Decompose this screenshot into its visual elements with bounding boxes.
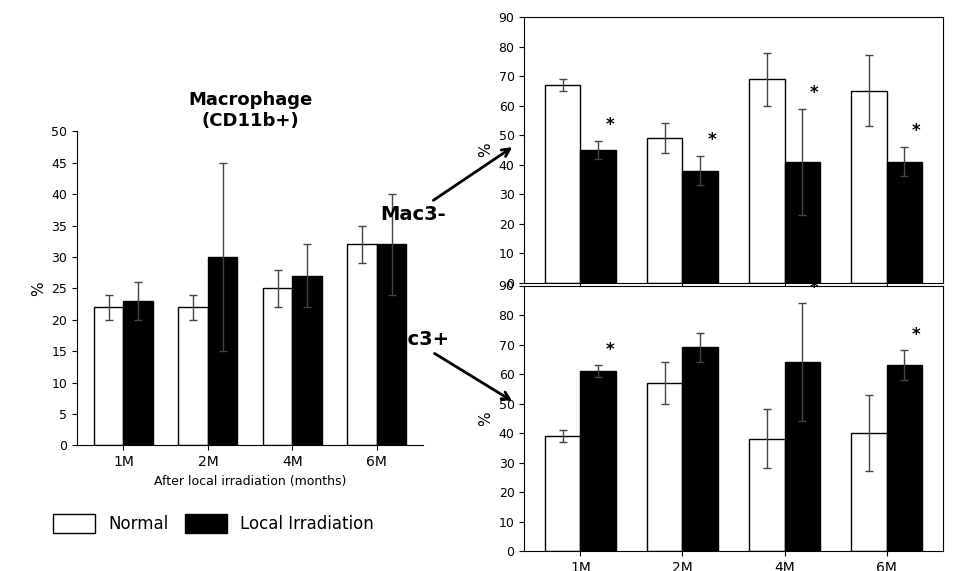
Bar — [579, 371, 615, 551]
Bar — [292, 276, 322, 445]
Text: *: * — [706, 131, 715, 149]
Bar — [94, 307, 123, 445]
Bar — [850, 91, 886, 283]
Bar — [208, 257, 237, 445]
Text: *: * — [911, 122, 920, 140]
Bar — [646, 138, 681, 283]
Bar — [886, 162, 922, 283]
Bar — [579, 150, 615, 283]
Y-axis label: %: % — [478, 411, 492, 425]
Text: Mac3-: Mac3- — [380, 149, 509, 224]
Text: *: * — [604, 116, 613, 134]
Bar — [784, 362, 820, 551]
Bar — [544, 436, 579, 551]
Text: *: * — [809, 279, 818, 296]
Bar — [681, 171, 718, 283]
Bar — [544, 85, 579, 283]
Text: *: * — [809, 84, 818, 102]
Bar — [886, 365, 922, 551]
Bar — [748, 439, 784, 551]
Bar — [347, 244, 377, 445]
Text: *: * — [604, 340, 613, 359]
Bar — [784, 162, 820, 283]
Title: Macrophage
(CD11b+): Macrophage (CD11b+) — [187, 91, 312, 130]
Text: *: * — [911, 326, 920, 344]
Y-axis label: %: % — [478, 143, 492, 157]
Bar — [748, 79, 784, 283]
Bar — [646, 383, 681, 551]
Bar — [850, 433, 886, 551]
Bar — [178, 307, 208, 445]
Bar — [681, 347, 718, 551]
Bar — [262, 288, 292, 445]
Y-axis label: %: % — [31, 281, 45, 296]
Bar — [123, 301, 153, 445]
Text: Mac3+: Mac3+ — [375, 330, 509, 400]
X-axis label: After local irradiation (months): After local irradiation (months) — [154, 475, 346, 488]
Bar — [377, 244, 406, 445]
Legend: Normal, Local Irradiation: Normal, Local Irradiation — [47, 507, 381, 540]
